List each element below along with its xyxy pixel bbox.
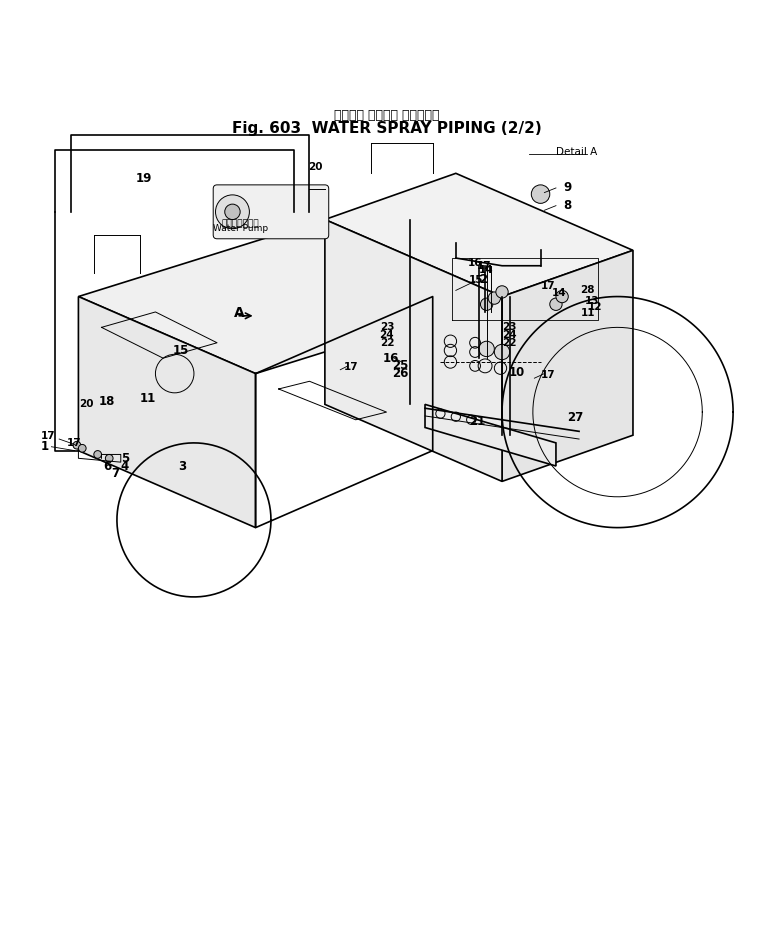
Text: 28: 28 xyxy=(581,285,595,295)
Text: 17: 17 xyxy=(477,261,491,270)
Text: Detail A: Detail A xyxy=(556,146,598,157)
Circle shape xyxy=(531,185,550,203)
Text: 7: 7 xyxy=(111,467,120,480)
Text: 24: 24 xyxy=(502,330,516,340)
Circle shape xyxy=(225,204,240,220)
Text: 16: 16 xyxy=(468,257,482,267)
Text: 19: 19 xyxy=(136,172,152,185)
Circle shape xyxy=(105,455,113,462)
Polygon shape xyxy=(325,220,502,482)
Text: 17: 17 xyxy=(540,281,555,291)
Circle shape xyxy=(94,450,101,459)
Text: 24: 24 xyxy=(380,330,394,340)
Circle shape xyxy=(495,286,508,298)
Circle shape xyxy=(550,298,562,310)
Text: 12: 12 xyxy=(588,302,603,312)
Text: Water Pump: Water Pump xyxy=(213,225,267,233)
Polygon shape xyxy=(325,173,633,296)
Text: 26: 26 xyxy=(392,367,408,380)
Circle shape xyxy=(494,344,509,360)
Text: 14: 14 xyxy=(479,266,493,275)
Text: 14: 14 xyxy=(551,289,566,298)
Circle shape xyxy=(216,195,250,228)
Polygon shape xyxy=(502,251,633,482)
Text: 10: 10 xyxy=(508,365,524,378)
Text: 18: 18 xyxy=(99,395,115,408)
Text: 20: 20 xyxy=(80,400,94,409)
Text: 2: 2 xyxy=(479,273,487,286)
Text: 17: 17 xyxy=(66,438,81,448)
Text: 11: 11 xyxy=(140,391,156,404)
Text: ウォータ スプレイ パイピング: ウォータ スプレイ パイピング xyxy=(334,109,439,122)
Text: 17: 17 xyxy=(344,363,359,373)
Text: 1: 1 xyxy=(41,440,49,453)
Text: 17: 17 xyxy=(41,431,56,441)
Text: 5: 5 xyxy=(121,452,129,465)
Text: 21: 21 xyxy=(469,415,485,428)
Text: 3: 3 xyxy=(179,459,186,473)
Text: 22: 22 xyxy=(380,337,394,348)
Circle shape xyxy=(73,442,80,449)
Text: 8: 8 xyxy=(564,199,572,212)
Text: 23: 23 xyxy=(502,322,516,333)
Text: 11: 11 xyxy=(581,308,595,319)
Circle shape xyxy=(78,445,86,452)
Text: 22: 22 xyxy=(502,337,516,348)
Circle shape xyxy=(479,341,494,357)
Text: ウォータポンプ: ウォータポンプ xyxy=(221,219,259,228)
Text: 17: 17 xyxy=(540,370,555,380)
Text: 15: 15 xyxy=(469,275,483,284)
Polygon shape xyxy=(78,220,502,374)
Text: 23: 23 xyxy=(380,322,394,333)
Circle shape xyxy=(489,292,500,304)
Circle shape xyxy=(556,291,568,303)
Text: 16: 16 xyxy=(383,351,399,364)
Polygon shape xyxy=(425,404,556,466)
Text: 15: 15 xyxy=(172,344,189,357)
Text: 9: 9 xyxy=(564,182,572,195)
Circle shape xyxy=(481,298,493,310)
Text: 6: 6 xyxy=(103,459,111,473)
FancyBboxPatch shape xyxy=(213,185,329,239)
Text: 27: 27 xyxy=(567,411,584,424)
Polygon shape xyxy=(78,296,256,528)
Text: 13: 13 xyxy=(584,296,599,307)
Text: 20: 20 xyxy=(308,162,322,172)
Text: Fig. 603  WATER SPRAY PIPING (2/2): Fig. 603 WATER SPRAY PIPING (2/2) xyxy=(232,121,541,136)
Text: 25: 25 xyxy=(392,360,408,373)
Text: 4: 4 xyxy=(121,459,129,473)
Text: A: A xyxy=(234,307,245,321)
